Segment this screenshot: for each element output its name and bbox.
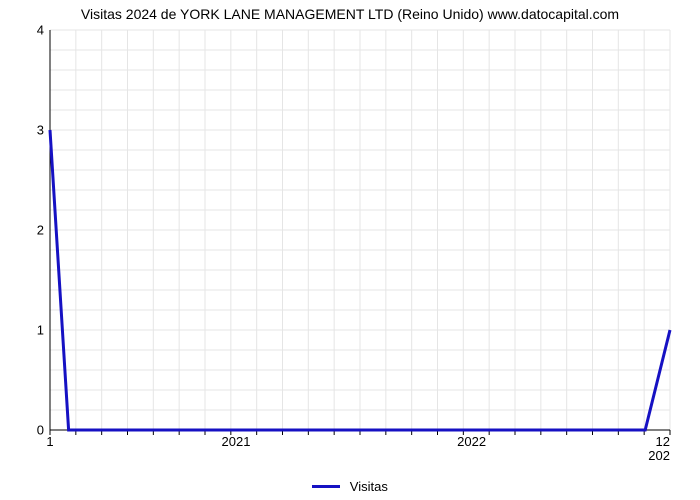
x-tick-label: 202 [648,448,670,463]
x-tick-label: 2021 [222,434,251,449]
y-tick-label: 0 [4,423,44,438]
chart-title: Visitas 2024 de YORK LANE MANAGEMENT LTD… [0,6,700,22]
y-tick-label: 3 [4,123,44,138]
x-end-label: 12 [656,434,670,449]
legend-label: Visitas [350,479,388,494]
plot-area [50,30,670,430]
legend-swatch [312,485,340,488]
y-tick-label: 2 [4,223,44,238]
y-tick-label: 1 [4,323,44,338]
legend: Visitas [0,478,700,494]
chart-container: Visitas 2024 de YORK LANE MANAGEMENT LTD… [0,0,700,500]
x-tick-label: 1 [46,434,53,449]
plot-svg [50,30,670,430]
x-tick-label: 2022 [457,434,486,449]
y-tick-label: 4 [4,23,44,38]
